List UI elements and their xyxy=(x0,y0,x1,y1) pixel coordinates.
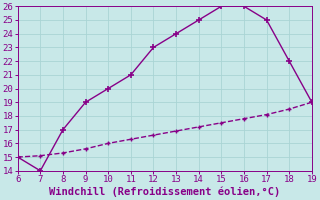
X-axis label: Windchill (Refroidissement éolien,°C): Windchill (Refroidissement éolien,°C) xyxy=(49,187,280,197)
